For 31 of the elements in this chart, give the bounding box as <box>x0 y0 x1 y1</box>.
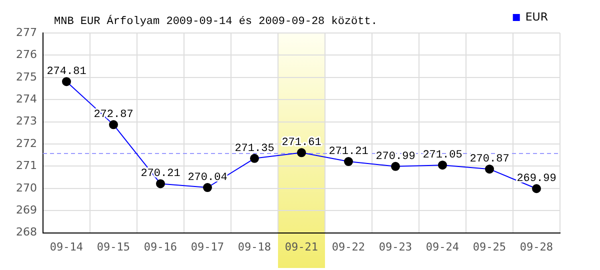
x-tick-label: 09-23 <box>378 240 412 254</box>
x-tick-label: 09-16 <box>144 240 178 254</box>
y-tick-label: 275 <box>16 70 37 84</box>
data-label: 271.05 <box>422 149 462 162</box>
x-tick-label: 09-14 <box>50 240 84 254</box>
x-tick-label: 09-15 <box>96 240 130 254</box>
y-tick-label: 271 <box>16 159 37 172</box>
x-tick-label: 09-28 <box>520 240 554 254</box>
y-tick-label: 268 <box>16 226 37 239</box>
x-tick-label: 09-21 <box>284 240 318 254</box>
x-tick-label: 09-18 <box>238 240 272 254</box>
y-tick-label: 277 <box>16 26 37 39</box>
data-label: 270.87 <box>470 153 510 166</box>
x-tick-label: 09-25 <box>472 240 506 254</box>
y-tick-label: 270 <box>16 181 37 194</box>
x-tick-label: 09-24 <box>426 240 460 254</box>
data-label: 271.21 <box>328 146 369 158</box>
data-label: 271.35 <box>234 142 274 155</box>
data-label: 274.81 <box>46 66 87 78</box>
y-tick-label: 269 <box>16 203 37 216</box>
y-tick-label: 276 <box>16 48 37 62</box>
data-label: 270.99 <box>376 150 416 163</box>
x-tick-label: 09-22 <box>332 240 366 254</box>
legend-label: EUR <box>525 10 548 24</box>
x-tick-label: 09-17 <box>190 240 224 254</box>
y-tick-label: 272 <box>16 136 37 150</box>
y-tick-label: 274 <box>16 92 37 106</box>
y-tick-label: 273 <box>16 114 37 128</box>
data-label: 269.99 <box>516 173 556 186</box>
chart-title: MNB EUR Árfolyam 2009-09-14 és 2009-09-28 között. <box>54 16 378 28</box>
data-label: 271.61 <box>282 137 322 150</box>
